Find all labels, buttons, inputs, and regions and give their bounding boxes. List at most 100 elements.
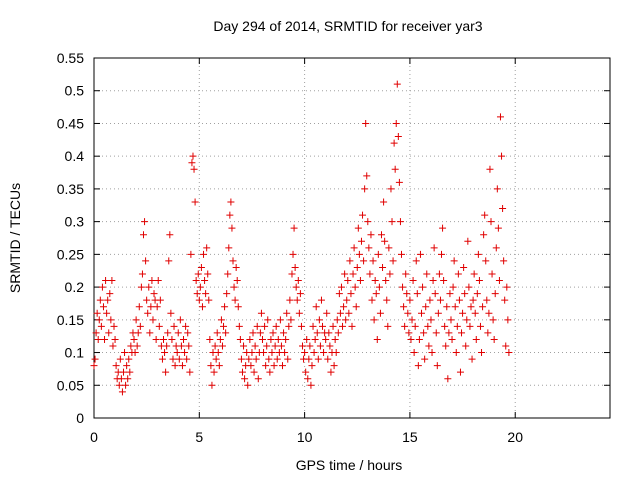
y-tick-label: 0.15 — [57, 312, 84, 328]
data-point — [134, 329, 142, 337]
data-point — [291, 263, 299, 271]
data-point — [296, 290, 304, 298]
data-point — [393, 80, 401, 88]
data-point — [223, 290, 231, 298]
y-axis-title: SRMTID / TECUs — [7, 183, 23, 293]
data-point — [434, 309, 442, 317]
data-point — [351, 283, 359, 291]
data-point — [126, 368, 134, 376]
data-point — [432, 329, 440, 337]
data-point — [127, 342, 135, 350]
data-point — [131, 349, 139, 357]
data-point — [94, 335, 102, 343]
data-point — [454, 270, 462, 278]
data-point — [311, 335, 319, 343]
data-point — [474, 250, 482, 258]
data-point — [327, 368, 335, 376]
data-point — [220, 322, 228, 330]
data-point — [161, 349, 169, 357]
data-point — [123, 362, 131, 370]
data-point — [490, 335, 498, 343]
data-point — [130, 335, 138, 343]
data-point — [498, 152, 506, 160]
data-point — [440, 277, 448, 285]
data-point — [182, 322, 190, 330]
data-point — [503, 283, 511, 291]
data-point — [426, 296, 434, 304]
data-point — [155, 322, 163, 330]
data-point — [369, 257, 377, 265]
data-point — [322, 335, 330, 343]
data-point — [472, 335, 480, 343]
data-point — [385, 244, 393, 252]
data-point — [429, 277, 437, 285]
data-point — [458, 329, 466, 337]
data-point — [320, 349, 328, 357]
data-point — [244, 381, 252, 389]
data-point — [210, 368, 218, 376]
data-point — [211, 342, 219, 350]
data-point — [337, 283, 345, 291]
data-point — [407, 335, 415, 343]
data-point — [252, 355, 260, 363]
data-point — [145, 283, 153, 291]
data-point — [302, 368, 310, 376]
data-point — [148, 277, 156, 285]
data-point — [471, 309, 479, 317]
data-point — [206, 335, 214, 343]
data-point — [451, 303, 459, 311]
data-point — [462, 342, 470, 350]
data-point — [480, 231, 488, 239]
data-point — [352, 303, 360, 311]
data-point — [175, 355, 183, 363]
data-point — [376, 309, 384, 317]
data-point — [102, 277, 110, 285]
data-point — [304, 375, 312, 383]
data-point — [345, 309, 353, 317]
data-point — [380, 198, 388, 206]
data-point — [505, 349, 513, 357]
data-point — [324, 355, 332, 363]
data-point — [166, 231, 174, 239]
data-point — [200, 250, 208, 258]
data-point — [496, 113, 504, 121]
data-point — [193, 290, 201, 298]
data-point — [286, 296, 294, 304]
data-point — [254, 375, 262, 383]
data-point — [356, 277, 364, 285]
data-point — [150, 290, 158, 298]
data-point — [169, 355, 177, 363]
data-point — [143, 296, 151, 304]
data-point — [373, 335, 381, 343]
data-point — [424, 322, 432, 330]
data-point — [152, 335, 160, 343]
data-point — [105, 329, 113, 337]
data-point — [330, 362, 338, 370]
data-point — [170, 322, 178, 330]
data-point — [439, 224, 447, 232]
data-point — [415, 335, 423, 343]
data-point — [138, 270, 146, 278]
data-point — [226, 211, 234, 219]
data-point — [163, 342, 171, 350]
data-point — [92, 329, 100, 337]
data-point — [122, 381, 130, 389]
data-point — [191, 198, 199, 206]
data-point — [187, 250, 195, 258]
data-point — [475, 277, 483, 285]
data-point — [317, 296, 325, 304]
data-point — [443, 303, 451, 311]
data-point — [303, 335, 311, 343]
data-point — [111, 335, 119, 343]
data-point — [404, 309, 412, 317]
data-point — [222, 329, 230, 337]
data-point — [313, 329, 321, 337]
data-point — [413, 290, 421, 298]
data-point — [323, 309, 331, 317]
data-point — [353, 263, 361, 271]
data-point — [389, 257, 397, 265]
data-point — [218, 342, 226, 350]
data-point — [391, 165, 399, 173]
data-point — [295, 309, 303, 317]
data-point — [293, 296, 301, 304]
